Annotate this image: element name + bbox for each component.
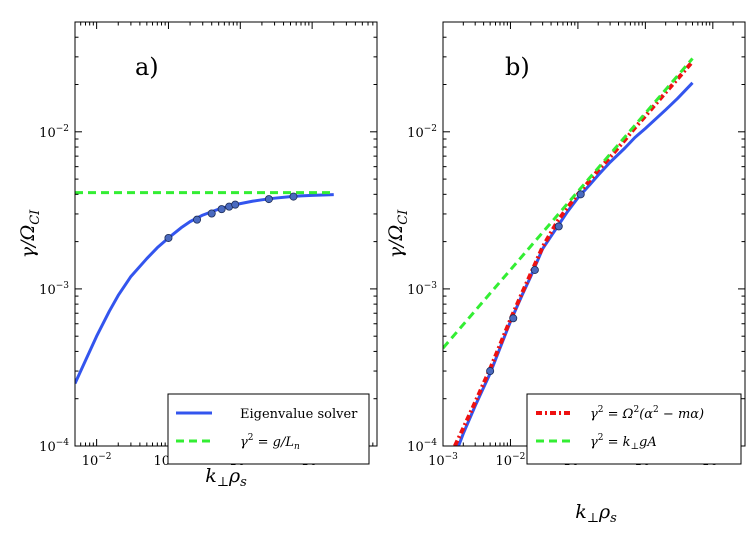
panel-a-plot-area bbox=[75, 191, 334, 385]
panel-b-ylabel-main: γ/Ω bbox=[385, 225, 407, 259]
legend-b-e2-lhs: γ bbox=[590, 435, 598, 450]
panel-b-series-line-dashdot bbox=[453, 60, 695, 446]
svg-text:γ/ΩCI: γ/ΩCI bbox=[385, 209, 411, 258]
panel-a-marker-point bbox=[231, 200, 240, 209]
panel-a-legend: Eigenvalue solver γ2 = g/Ln bbox=[167, 393, 370, 465]
legend-b-e2-mid: = k bbox=[604, 435, 631, 450]
panel-b-ylabel-sub: CI bbox=[396, 209, 411, 225]
panel-a-legend-box bbox=[167, 393, 370, 465]
legend-b-e1-sup2: 2 bbox=[633, 405, 639, 415]
panel-a-marker-point bbox=[207, 209, 216, 218]
panel-a-marker-point bbox=[289, 192, 298, 201]
legend-b-e2-sup: 2 bbox=[598, 433, 604, 443]
panel-b-xtick-label: 10−3 bbox=[428, 452, 458, 469]
panel-b-ytick-label: 10−4 bbox=[407, 438, 437, 455]
panel-b-marker-point bbox=[576, 190, 585, 199]
panel-b-legend-box bbox=[526, 393, 742, 465]
panel-b: 10−310−210−110010110−410−310−2 b) γ/ΩCI … bbox=[385, 21, 746, 526]
panel-b-series-line-solid bbox=[457, 81, 694, 446]
panel-a-ytick-label: 10−4 bbox=[39, 438, 69, 455]
panel-a-xlabel-k: k bbox=[205, 465, 217, 487]
panel-b-xlabel-k: k bbox=[575, 501, 587, 523]
panel-a-frame bbox=[74, 21, 378, 447]
panel-b-marker-point bbox=[509, 314, 518, 323]
panel-b-xlabel-rho: ρ bbox=[598, 501, 611, 523]
panel-a-ytick-label: 10−3 bbox=[39, 281, 69, 298]
svg-text:γ/ΩCI: γ/ΩCI bbox=[17, 209, 43, 258]
panel-a-ylabel-main: γ/Ω bbox=[17, 225, 39, 259]
panel-b-xlabel-sub1: ⊥ bbox=[587, 511, 599, 526]
legend-b-e2-tail: gA bbox=[639, 435, 657, 450]
legend-b-e1-tail2: − mα) bbox=[659, 407, 704, 422]
panel-b-series-line-dashed bbox=[443, 57, 694, 350]
panel-b-xlabel-sub2: s bbox=[610, 511, 617, 526]
panel-b-plot-area bbox=[443, 57, 695, 446]
legend-b-e1-lhs: γ bbox=[590, 407, 598, 422]
legend-b-e1-sup: 2 bbox=[598, 405, 604, 415]
panel-a-marker-point bbox=[217, 205, 226, 214]
panel-a-legend-entry2: γ2 = g/Ln bbox=[240, 433, 300, 452]
panel-b-marker-point bbox=[554, 222, 563, 231]
panel-b-legend: γ2 = Ω2(α2 − mα) γ2 = k⊥gA bbox=[526, 393, 742, 465]
legend-a-e2-lhs: γ bbox=[240, 435, 248, 450]
panel-a-marker-point bbox=[264, 195, 273, 204]
panel-b-xlabel: k⊥ρs bbox=[575, 501, 617, 526]
legend-b-e1-sup3: 2 bbox=[653, 405, 659, 415]
panel-a: 10−210−110010110−410−310−2 a) γ/ΩCI k⊥ρs… bbox=[17, 21, 378, 490]
panel-a-xlabel-rho: ρ bbox=[228, 465, 241, 487]
panel-b-marker-point bbox=[530, 265, 539, 274]
panel-b-legend-entry2: γ2 = k⊥gA bbox=[590, 433, 657, 452]
panel-a-marker-point bbox=[193, 215, 202, 224]
panel-a-legend-entry1: Eigenvalue solver bbox=[240, 407, 358, 422]
panel-a-ylabel-sub: CI bbox=[28, 209, 43, 225]
panel-b-ytick-label: 10−3 bbox=[407, 281, 437, 298]
panel-b-xtick-label: 10−2 bbox=[496, 452, 526, 469]
panel-b-label: b) bbox=[505, 53, 530, 81]
panel-b-ytick-label: 10−2 bbox=[407, 124, 437, 141]
legend-b-e1-tail: (α bbox=[639, 407, 653, 422]
legend-b-e1-rhs: = Ω bbox=[604, 407, 634, 422]
panel-a-ytick-label: 10−2 bbox=[39, 124, 69, 141]
panel-a-ylabel: γ/ΩCI bbox=[17, 209, 43, 258]
legend-a-e2-sub: n bbox=[294, 442, 300, 452]
panel-a-xlabel-sub2: s bbox=[240, 475, 247, 490]
panel-b-legend-entry1: γ2 = Ω2(α2 − mα) bbox=[590, 405, 704, 422]
panel-a-xtick-label: 10−2 bbox=[82, 452, 112, 469]
panel-b-marker-point bbox=[486, 367, 495, 376]
legend-a-e2-rhs: = g/L bbox=[254, 435, 295, 450]
panel-a-xlabel: k⊥ρs bbox=[205, 465, 247, 490]
legend-a-e2-sup: 2 bbox=[248, 433, 254, 443]
panel-a-series-line-solid bbox=[75, 193, 334, 385]
panel-a-marker-point bbox=[164, 233, 173, 242]
legend-b-e2-sub: ⊥ bbox=[631, 442, 639, 452]
panel-a-xlabel-sub1: ⊥ bbox=[217, 475, 229, 490]
panel-b-ylabel: γ/ΩCI bbox=[385, 209, 411, 258]
panel-b-frame bbox=[442, 21, 746, 447]
panel-a-label: a) bbox=[135, 53, 159, 81]
